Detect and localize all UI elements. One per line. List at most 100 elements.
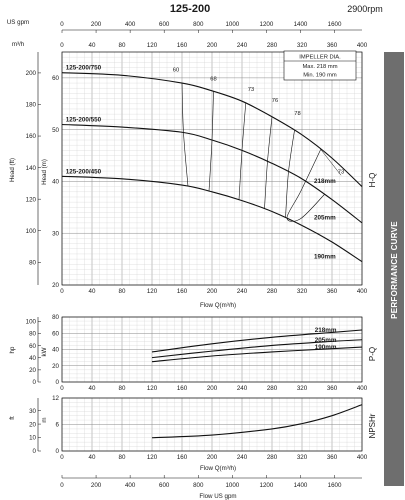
y2-tick-label: 0 xyxy=(33,448,37,455)
efficiency-label: 78 xyxy=(294,111,300,117)
efficiency-label: 68 xyxy=(210,76,216,82)
y2-tick-label: 80 xyxy=(29,331,36,338)
x-tick-label: 120 xyxy=(147,385,158,392)
y2-tick-label: 30 xyxy=(29,408,36,415)
x-tick-label: 200 xyxy=(207,454,218,461)
x-tick-label: 240 xyxy=(237,288,248,295)
pq-curve-190mm xyxy=(151,346,363,363)
npsh-chart: 0 40 80 120 160 200 240 280 320 360 40006120102030… xyxy=(29,395,368,489)
x-tick-label: 160 xyxy=(177,454,188,461)
y2-tick-label: 80 xyxy=(29,260,36,267)
hq-end-label: 205mm xyxy=(314,215,336,222)
y2-tick-label: 20 xyxy=(29,421,36,428)
impeller-max: Max. 218 mm xyxy=(302,64,337,70)
m3h-top-tick-label: 40 xyxy=(89,42,96,49)
x-tick-label: 360 xyxy=(327,454,338,461)
y2-tick-label: 160 xyxy=(26,133,37,140)
us-gpm-bottom-label: Flow US gpm xyxy=(199,493,236,500)
hq-end-label: 190mm xyxy=(314,254,336,261)
x-tick-label: 400 xyxy=(357,385,368,392)
ft-label: ft xyxy=(9,416,16,420)
efficiency-label: 73 xyxy=(338,170,344,176)
y-tick-label: 0 xyxy=(56,379,60,386)
grid xyxy=(61,51,363,286)
m3h-top-unit: m³/h xyxy=(12,41,25,48)
y-tick-label: 80 xyxy=(52,314,59,321)
x-tick-label: 80 xyxy=(119,288,126,295)
us-gpm-bottom-tick-label: 1600 xyxy=(328,482,342,489)
y2-tick-label: 40 xyxy=(29,355,36,362)
us-gpm-top-tick-label: 1200 xyxy=(260,21,274,28)
x-tick-label: 280 xyxy=(267,385,278,392)
us-gpm-top-tick-label: 800 xyxy=(193,21,204,28)
impeller-title: IMPELLER DIA. xyxy=(299,55,341,61)
us-gpm-bottom-tick-label: 600 xyxy=(159,482,170,489)
x-tick-label: 80 xyxy=(119,454,126,461)
x-tick-label: 40 xyxy=(89,454,96,461)
x-tick-label: 280 xyxy=(267,288,278,295)
m3h-top-tick-label: 320 xyxy=(297,42,308,49)
m3h-top-tick-label: 400 xyxy=(357,42,368,49)
us-gpm-top-tick-label: 1400 xyxy=(294,21,308,28)
x-tick-label: 240 xyxy=(237,454,248,461)
hq-curve-190mm xyxy=(61,175,363,263)
m-label: m xyxy=(41,417,48,422)
hq-section-label: H-Q xyxy=(368,173,377,188)
y2-tick-label: 140 xyxy=(26,165,37,172)
pq-series-label: 190mm xyxy=(315,344,337,351)
x-tick-label: 80 xyxy=(119,385,126,392)
hp-label: hp xyxy=(9,346,16,353)
efficiency-curves: 60 68 73 76 78 73 xyxy=(173,68,344,222)
plot-frame xyxy=(61,397,363,452)
kw-label: kW xyxy=(41,347,48,356)
efficiency-label: 60 xyxy=(173,68,179,74)
y2-tick-label: 10 xyxy=(29,435,36,442)
npsh-section-label: NPSHr xyxy=(368,413,377,438)
x-tick-label: 120 xyxy=(147,454,158,461)
x-tick-label: 160 xyxy=(177,288,188,295)
efficiency-label: 73 xyxy=(248,87,254,93)
x-tick-label: 0 xyxy=(60,288,64,295)
m3h-top-tick-label: 0 xyxy=(60,42,64,49)
pq-series-label: 218mm xyxy=(315,327,337,334)
grid xyxy=(61,397,363,452)
x-tick-label: 320 xyxy=(297,454,308,461)
band-label: PERFORMANCE CURVE xyxy=(390,221,399,319)
m3h-top-tick-label: 200 xyxy=(207,42,218,49)
efficiency-iso-loop xyxy=(286,149,325,222)
efficiency-iso-line xyxy=(264,116,273,209)
us-gpm-top-tick-label: 200 xyxy=(91,21,102,28)
npsh-curve xyxy=(151,404,363,439)
performance-band xyxy=(384,52,404,486)
us-gpm-top-tick-label: 400 xyxy=(125,21,136,28)
us-gpm-bottom-tick-label: 400 xyxy=(125,482,136,489)
x-tick-label: 320 xyxy=(297,385,308,392)
plot-frame xyxy=(61,51,363,286)
plot-frame xyxy=(61,316,363,383)
x-tick-label: 280 xyxy=(267,454,278,461)
impeller-min: Min. 190 mm xyxy=(303,73,337,79)
hq-curves: 125-200/750 218mm 125-200/550 205mm 125-200/… xyxy=(61,65,363,263)
x-tick-label: 0 xyxy=(60,385,64,392)
us-gpm-top-tick-label: 1000 xyxy=(225,21,239,28)
x-tick-label: 40 xyxy=(89,288,96,295)
y-tick-label: 60 xyxy=(52,75,59,82)
x-tick-label: 320 xyxy=(297,288,308,295)
us-gpm-top-tick-label: 600 xyxy=(159,21,170,28)
x-tick-label: 200 xyxy=(207,385,218,392)
y2-tick-label: 120 xyxy=(26,196,37,203)
pq-series-label: 205mm xyxy=(315,337,337,344)
y2-tick-label: 100 xyxy=(26,319,37,326)
m3h-top-tick-label: 280 xyxy=(267,42,278,49)
head-ft-label: Head (ft) xyxy=(9,158,16,182)
m3h-top-tick-label: 240 xyxy=(237,42,248,49)
us-gpm-top-unit: US gpm xyxy=(7,19,29,26)
y2-tick-label: 100 xyxy=(26,228,37,235)
y-tick-label: 40 xyxy=(52,179,59,186)
pq-curve-205mm xyxy=(151,339,363,359)
us-gpm-bottom-tick-label: 200 xyxy=(91,482,102,489)
y-tick-label: 20 xyxy=(52,282,59,289)
x-tick-label: 160 xyxy=(177,385,188,392)
pq-curve-218mm xyxy=(151,329,363,353)
